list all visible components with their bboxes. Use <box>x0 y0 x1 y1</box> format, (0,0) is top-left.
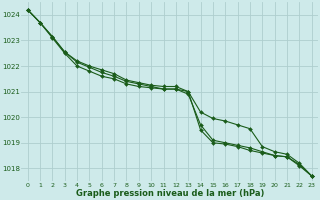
X-axis label: Graphe pression niveau de la mer (hPa): Graphe pression niveau de la mer (hPa) <box>76 189 264 198</box>
